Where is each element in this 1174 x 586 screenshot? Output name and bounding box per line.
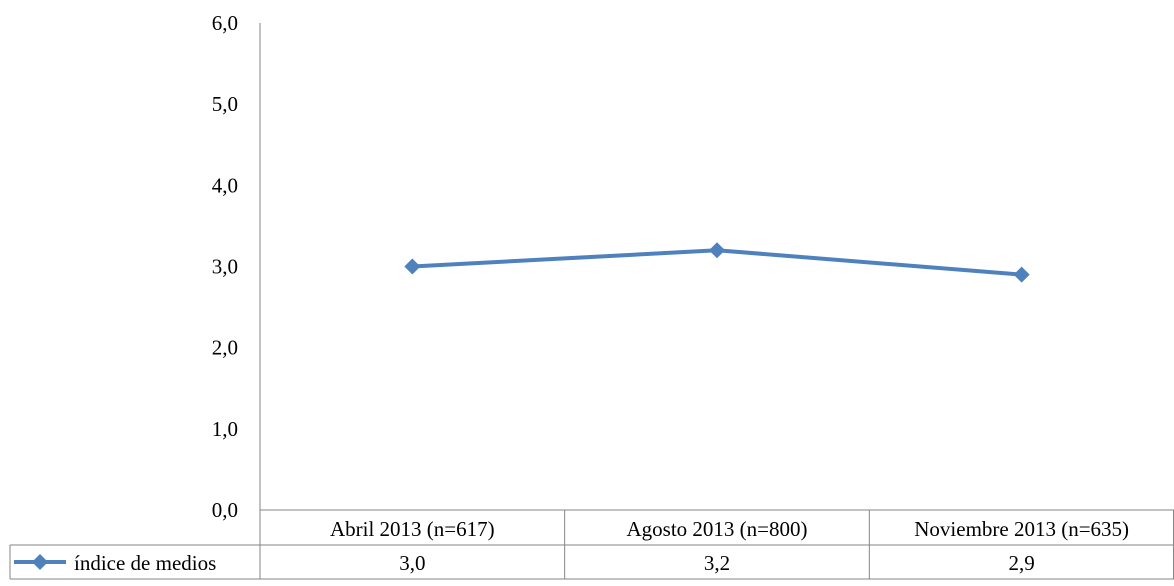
data-point-diamond <box>709 242 725 259</box>
data-value-label: 3,2 <box>704 551 730 575</box>
category-label: Agosto 2013 (n=800) <box>626 517 807 541</box>
data-point-diamond <box>1013 266 1030 283</box>
y-tick-label: 0,0 <box>212 498 238 522</box>
y-tick-label: 1,0 <box>212 417 238 441</box>
series-name-label: índice de medios <box>74 551 216 575</box>
legend-diamond-marker <box>32 554 48 570</box>
data-point-diamond <box>404 258 421 275</box>
data-table: Abril 2013 (n=617) Agosto 2013 (n=800) Nov… <box>9 509 1174 580</box>
y-tick-label: 5,0 <box>212 92 238 116</box>
y-tick-label: 3,0 <box>212 255 238 279</box>
y-tick-label: 4,0 <box>212 173 238 197</box>
series-layer <box>404 242 1030 283</box>
y-axis-ticks: 0,0 1,0 2,0 3,0 4,0 5,0 6,0 <box>212 11 238 522</box>
data-value-label: 3,0 <box>399 551 425 575</box>
category-label: Noviembre 2013 (n=635) <box>914 517 1129 541</box>
category-label: Abril 2013 (n=617) <box>330 517 495 541</box>
data-value-label: 2,9 <box>1009 551 1035 575</box>
y-tick-label: 2,0 <box>212 336 238 360</box>
y-tick-label: 6,0 <box>212 11 238 35</box>
